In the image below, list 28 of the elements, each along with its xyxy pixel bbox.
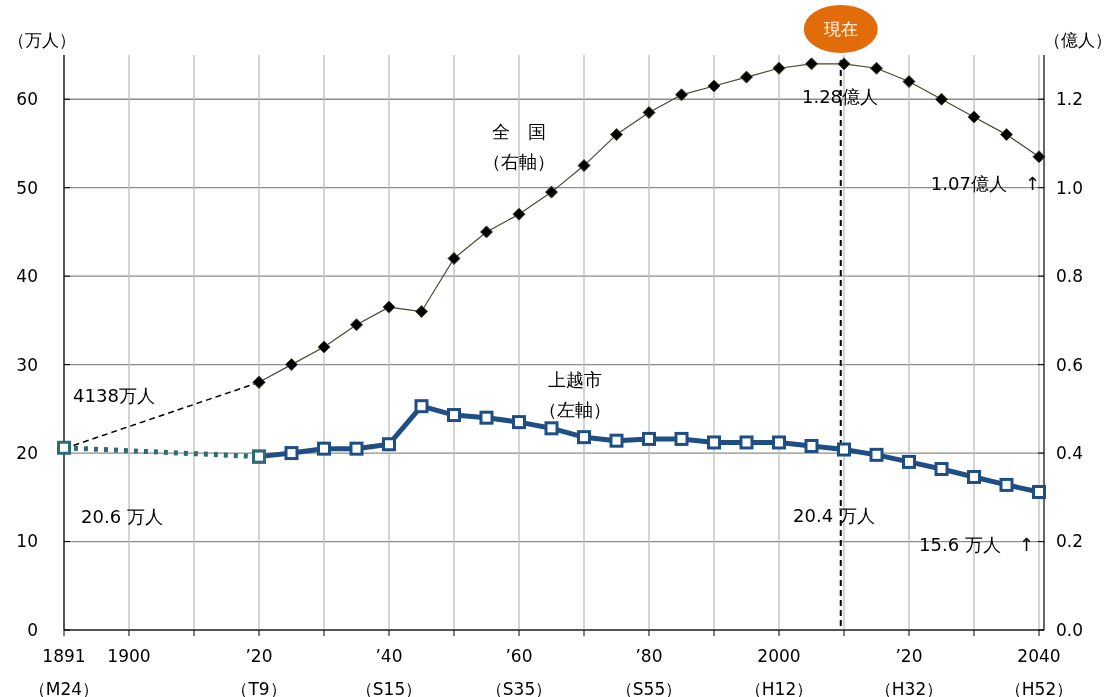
y-tick-label: 40 bbox=[16, 266, 38, 287]
annotation: 1.28億人 bbox=[801, 86, 879, 107]
annotation: 15.6 万人 ↑ bbox=[919, 534, 1034, 555]
y2-tick-label: 1.0 bbox=[1056, 177, 1084, 198]
series-label: 上越市 bbox=[548, 369, 602, 390]
y-tick-label: 10 bbox=[16, 531, 38, 552]
y2-tick-label: 0.4 bbox=[1056, 443, 1084, 464]
annotation: 20.4 万人 bbox=[793, 505, 875, 526]
y-tick-label: 60 bbox=[16, 89, 38, 110]
y2-tick-label: 0.6 bbox=[1056, 354, 1084, 375]
annotation: （左軸） bbox=[539, 399, 611, 420]
y2-tick-label: 1.2 bbox=[1056, 89, 1084, 110]
y-tick-label: 0 bbox=[27, 619, 38, 640]
annotation: （右軸） bbox=[483, 151, 555, 172]
text: 現在 bbox=[823, 18, 858, 39]
text: 全 国 bbox=[492, 121, 546, 142]
y-tick-label: 20 bbox=[16, 443, 38, 464]
y-tick-label: 30 bbox=[16, 354, 38, 375]
x-tick-label: 1900 bbox=[107, 646, 151, 666]
y2-tick-label: 0.8 bbox=[1056, 266, 1084, 287]
y2-tick-label: 0.2 bbox=[1056, 531, 1084, 552]
y2-axis-title: （億人） bbox=[1044, 30, 1112, 50]
y-axis-title: （万人） bbox=[8, 30, 76, 50]
annotation: 20.6 万人 bbox=[81, 506, 163, 527]
annotation: 4138万人 bbox=[73, 385, 155, 406]
y-tick-label: 50 bbox=[16, 177, 38, 198]
y2-tick-label: 0.0 bbox=[1056, 619, 1084, 640]
annotation: 1.07億人 ↑ bbox=[930, 173, 1040, 194]
